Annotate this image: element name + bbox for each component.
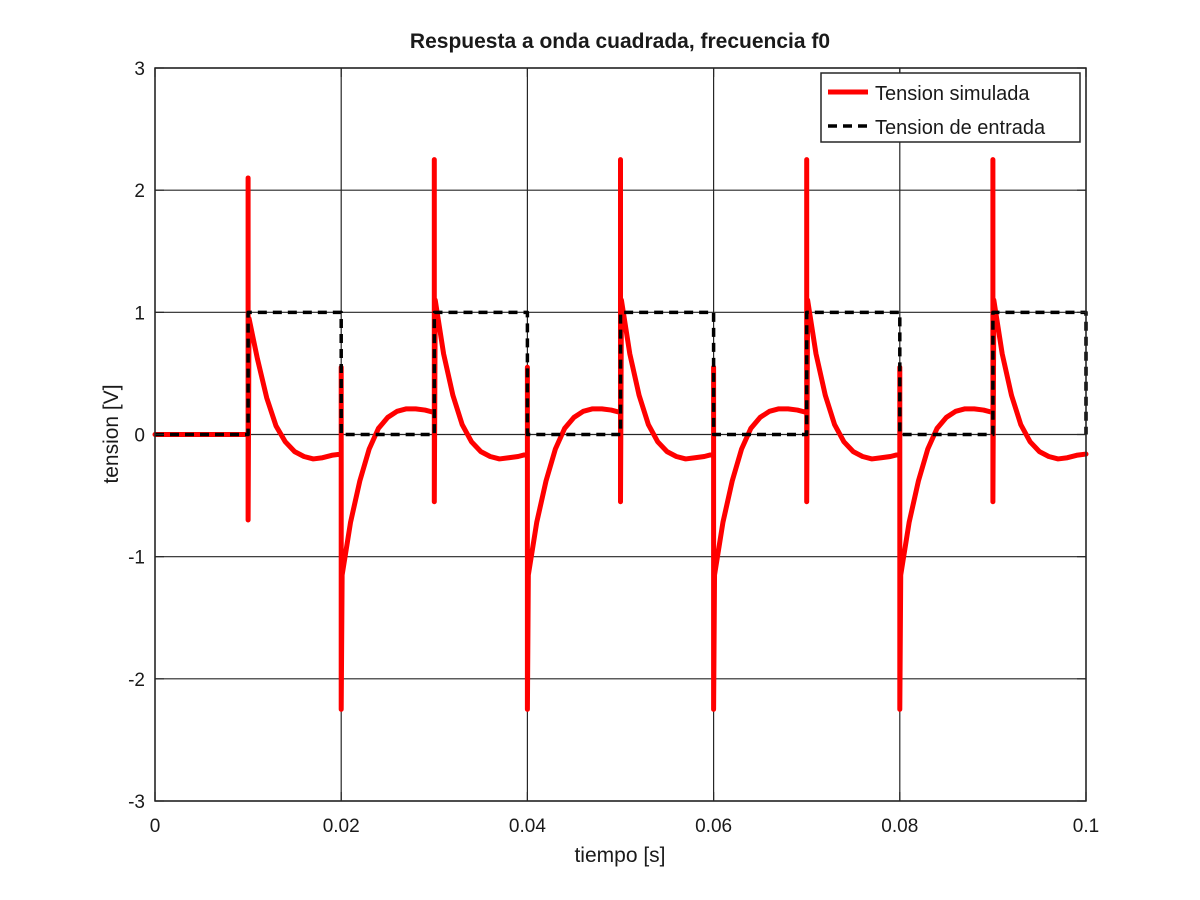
x-tick-label: 0.02 bbox=[323, 816, 360, 837]
y-tick-label: 0 bbox=[134, 426, 145, 447]
axis-ticks: 0 0.02 0.04 0.06 0.08 0.1 -3 -2 -1 0 1 2 3 bbox=[128, 59, 1099, 837]
series-line-tension-simulada bbox=[152, 157, 1089, 712]
y-tick-label: -3 bbox=[128, 792, 145, 813]
legend-box bbox=[820, 72, 1081, 143]
series-line-tension-de-entrada bbox=[155, 310, 1088, 437]
x-tick-label: 0 bbox=[150, 816, 161, 837]
y-tick-label: 2 bbox=[134, 181, 145, 202]
chart-title: Respuesta a onda cuadrada, frecuencia f0 bbox=[410, 30, 830, 53]
x-tick-label: 0.1 bbox=[1073, 816, 1099, 837]
x-tick-label: 0.08 bbox=[881, 816, 918, 837]
x-tick-label: 0.06 bbox=[695, 816, 732, 837]
y-tick-label: 1 bbox=[134, 303, 145, 324]
y-tick-label: -1 bbox=[128, 548, 145, 569]
y-tick-label: -2 bbox=[128, 670, 145, 691]
y-axis-label: tension [V] bbox=[100, 384, 123, 483]
y-tick-label: 3 bbox=[134, 59, 145, 80]
x-tick-label: 0.04 bbox=[509, 816, 546, 837]
x-axis-label: tiempo [s] bbox=[574, 844, 665, 867]
legend-label-entrada: Tension de entrada bbox=[875, 117, 1046, 139]
legend: Tension simulada Tension de entrada bbox=[820, 72, 1081, 143]
legend-label-simulada: Tension simulada bbox=[875, 83, 1030, 105]
plot-series bbox=[152, 157, 1089, 712]
